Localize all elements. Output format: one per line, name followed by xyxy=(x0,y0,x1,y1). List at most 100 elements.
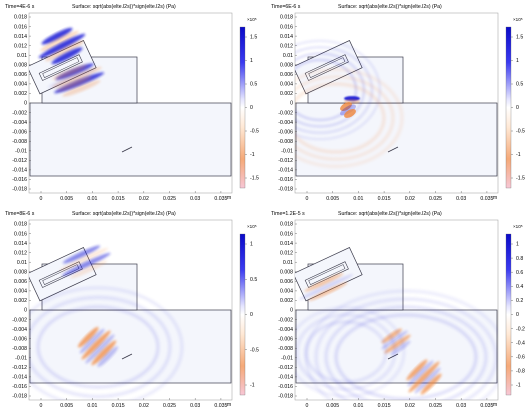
colorbar: ×10⁵ 1.5 1 0.5 0 -0.5 -1 -1.5 xyxy=(505,17,525,189)
y-tick-label: -0.008 xyxy=(278,139,293,145)
wavefront-band xyxy=(97,346,119,368)
colorbar-tick-label: -1 xyxy=(516,383,521,389)
y-tick-label: -0.016 xyxy=(278,384,293,390)
wavefront-band xyxy=(40,30,79,52)
y-tick-label: -0.016 xyxy=(12,384,27,390)
colorbar-exponent: ×10⁵ xyxy=(513,224,523,229)
colorbar-tick-label: 1 xyxy=(250,58,253,64)
wavefront-band xyxy=(414,367,441,394)
colorbar-tick-label: 0 xyxy=(250,312,253,318)
y-tick-label: 0.012 xyxy=(14,250,27,256)
plot-title: Surface: sqrt(abs(elte.l2s))*sign(elte.l… xyxy=(72,4,176,10)
plot-panel-4: 0.018 0.016 0.014 0.012 0.01 0.008 0.006 0.004 0… xyxy=(266,207,532,413)
wavefront-band xyxy=(81,330,111,360)
y-tick-label: -0.008 xyxy=(278,346,293,352)
y-axis: 0.018 0.016 0.014 0.012 0.01 0.008 0.006 0.004 0… xyxy=(12,15,31,193)
y-tick-label: 0.018 xyxy=(280,222,293,228)
y-tick-label: 0 xyxy=(290,308,293,314)
x-tick-label: 0.01 xyxy=(353,403,363,409)
colorbar-tick-label: 0.4 xyxy=(516,284,523,290)
colorbar-gradient xyxy=(505,233,512,396)
y-tick-label: -0.006 xyxy=(12,129,27,135)
x-tick-label: 0.03 xyxy=(456,196,466,202)
y-tick-label: 0.002 xyxy=(14,91,27,97)
wavefront-ring xyxy=(304,320,388,384)
colorbar-tick-label: -0.5 xyxy=(250,347,259,353)
y-tick-label: 0.01 xyxy=(283,260,293,266)
defect-line xyxy=(387,353,399,360)
wavefront-band xyxy=(51,47,83,65)
y-tick-label: 0.008 xyxy=(280,269,293,275)
colorbar-gradient xyxy=(239,233,246,396)
wavefront-ring xyxy=(334,313,478,400)
y-tick-label: -0.002 xyxy=(12,317,27,323)
x-tick-label: 0.005 xyxy=(60,403,73,409)
y-tick-label: 0.016 xyxy=(280,24,293,30)
colorbar-tick-label: -0.6 xyxy=(516,355,525,361)
y-tick-label: 0.004 xyxy=(280,82,293,88)
colorbar-tick-label: -1.5 xyxy=(516,176,525,182)
colorbar-tick-label: -1 xyxy=(250,152,255,158)
x-tick-label: 0.015 xyxy=(112,196,125,202)
colorbar-tick-label: 0.2 xyxy=(516,298,523,304)
x-tick-label: 0.02 xyxy=(405,196,415,202)
x-tick-label: 0.01 xyxy=(353,196,363,202)
y-tick-label: 0.006 xyxy=(14,72,27,78)
element-outer xyxy=(38,54,83,81)
plot-canvas: 0.018 0.016 0.014 0.012 0.01 0.008 0.006 0.004 0… xyxy=(5,4,259,202)
colorbar-tick-label: 0.8 xyxy=(516,256,523,262)
defect-line xyxy=(121,146,133,153)
x-tick-label: 0.025 xyxy=(429,196,442,202)
y-tick-label: -0.014 xyxy=(278,375,293,381)
wavefront-band xyxy=(62,245,101,264)
wavefront-band xyxy=(45,40,84,62)
colorbar-tick-label: -1 xyxy=(516,152,521,158)
x-tick-label: 0.03 xyxy=(456,403,466,409)
wavefront-band xyxy=(47,67,97,89)
wavefront-ring xyxy=(324,305,488,400)
colorbar-tick-label: -0.5 xyxy=(516,129,525,135)
y-tick-label: 0.006 xyxy=(280,72,293,78)
y-tick-label: 0.01 xyxy=(17,260,27,266)
x-tick-label: 0.035 xyxy=(480,196,493,202)
x-axis: 0 0.005 0.01 0.015 0.02 0.025 0.03 0.035 m xyxy=(306,398,497,409)
y-tick-label: -0.018 xyxy=(278,187,293,193)
y-tick-label: 0.014 xyxy=(14,241,27,247)
y-tick-label: 0.004 xyxy=(280,289,293,295)
wavefront-band xyxy=(62,80,101,97)
colorbar: ×10⁵ 1 0.5 0 -0.5 -1 xyxy=(239,224,259,396)
wavefront-ring xyxy=(295,46,374,134)
wavefront-band xyxy=(85,334,115,364)
x-tick-label: 0.015 xyxy=(378,403,391,409)
defect-line xyxy=(121,353,133,360)
y-tick-label: 0.006 xyxy=(280,279,293,285)
wavefront-band xyxy=(41,27,73,45)
y-tick-label: 0 xyxy=(24,308,27,314)
wavefront-band xyxy=(308,282,348,301)
y-tick-label: 0.012 xyxy=(280,250,293,256)
plot-title: Surface: sqrt(abs(elte.l2s))*sign(elte.l… xyxy=(338,4,442,10)
y-tick-label: -0.01 xyxy=(281,355,293,361)
colorbar-tick-label: 1.5 xyxy=(250,35,257,41)
y-axis: 0.018 0.016 0.014 0.012 0.01 0.008 0.006 0.004 0… xyxy=(12,222,31,400)
x-tick-label: 0.015 xyxy=(112,403,125,409)
x-tick-label: 0 xyxy=(40,403,43,409)
x-axis: 0 0.005 0.01 0.015 0.02 0.025 0.03 0.035 m xyxy=(40,191,231,202)
wavefront-band xyxy=(52,65,88,80)
colorbar-exponent: ×10⁵ xyxy=(513,17,523,22)
y-tick-label: 0.006 xyxy=(14,279,27,285)
colorbar-gradient xyxy=(505,26,512,189)
wavefront-band xyxy=(91,340,117,366)
wavefront-ring xyxy=(29,296,172,398)
x-unit-label: m xyxy=(227,402,231,408)
y-tick-label: 0.014 xyxy=(14,34,27,40)
x-tick-label: 0.015 xyxy=(378,196,391,202)
y-tick-label: 0.002 xyxy=(14,298,27,304)
y-tick-label: -0.006 xyxy=(278,129,293,135)
y-tick-label: 0.018 xyxy=(14,15,27,21)
wave-field xyxy=(29,245,184,400)
y-tick-label: -0.014 xyxy=(278,168,293,174)
y-tick-label: -0.004 xyxy=(278,327,293,333)
wavefront-band xyxy=(408,361,440,393)
colorbar-tick-label: 0 xyxy=(516,312,519,318)
